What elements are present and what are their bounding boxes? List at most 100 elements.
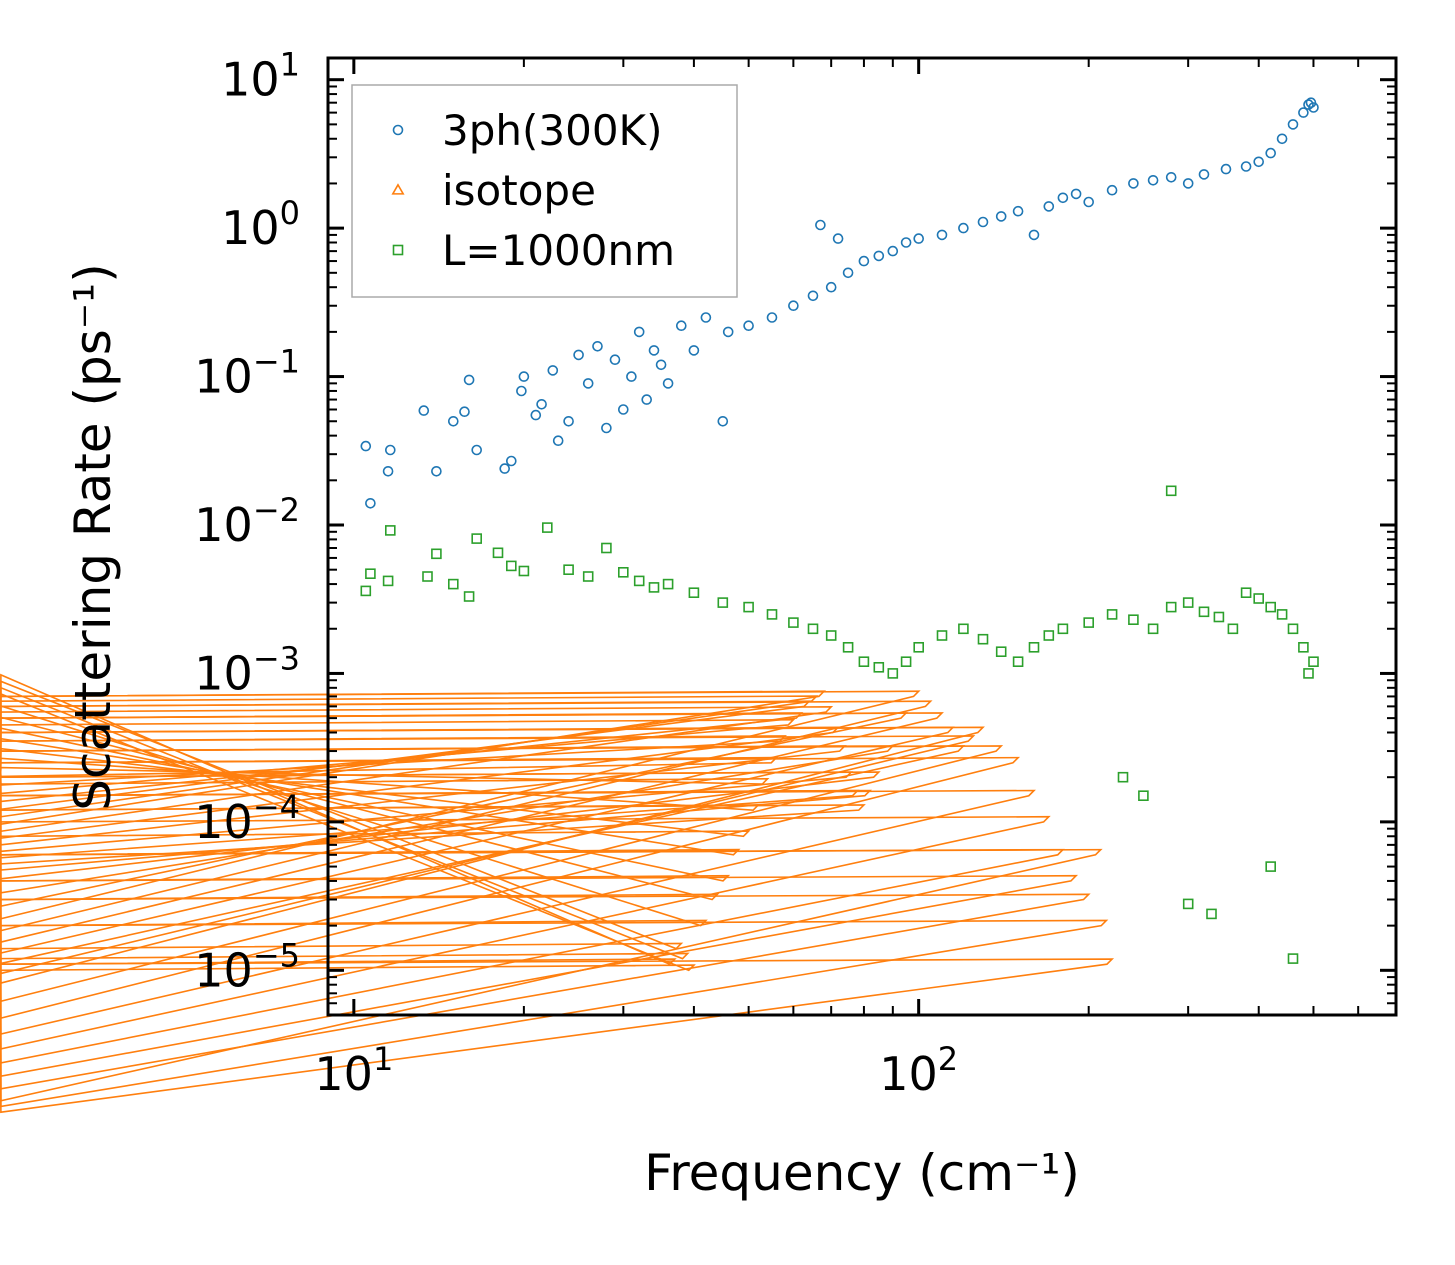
point-l1000nm (1057, 623, 1069, 635)
axis-tick-labels: 101 102 101 100 10−1 10−2 10−3 10−4 10−5 (194, 46, 958, 1101)
legend-marker (391, 183, 405, 195)
point-3ph (530, 409, 542, 421)
point-l1000nm (648, 582, 660, 593)
point-l1000nm (447, 578, 459, 590)
point-isotope (0, 680, 684, 950)
y-tick-label: 10−1 (194, 343, 300, 404)
point-3ph (958, 222, 969, 234)
y-tick-label: 10−4 (194, 788, 300, 849)
point-l1000nm (1206, 908, 1217, 920)
point-3ph (499, 463, 511, 474)
point-3ph (626, 371, 637, 382)
y-tick-label: 101 (221, 46, 300, 107)
point-l1000nm (1165, 485, 1177, 497)
point-l1000nm (977, 633, 989, 645)
point-l1000nm (505, 560, 517, 572)
point-l1000nm (743, 601, 754, 613)
point-3ph (700, 312, 712, 323)
point-3ph (1220, 163, 1232, 175)
point-3ph (365, 497, 376, 509)
point-l1000nm (900, 656, 912, 668)
point-l1000nm (1198, 606, 1210, 618)
point-l1000nm (1043, 630, 1055, 641)
point-l1000nm (858, 656, 870, 668)
point-l1000nm (1227, 623, 1239, 635)
point-3ph (900, 237, 912, 248)
point-l1000nm (1012, 656, 1024, 668)
legend-label: 3ph(300K) (442, 106, 662, 155)
point-l1000nm (518, 565, 530, 577)
point-l1000nm (913, 641, 925, 653)
legend: 3ph(300K) isotope L=1000nm (351, 84, 738, 298)
y-tick-label: 10−3 (194, 639, 300, 700)
point-l1000nm (1147, 623, 1159, 635)
point-isotope (0, 848, 1065, 1064)
point-3ph (648, 345, 660, 356)
point-l1000nm (1083, 617, 1094, 628)
point-3ph (1265, 147, 1276, 159)
point-3ph (977, 216, 989, 228)
point-l1000nm (717, 597, 729, 608)
point-l1000nm (384, 525, 396, 536)
point-3ph (518, 371, 530, 382)
point-l1000nm (1165, 601, 1177, 613)
point-3ph (592, 340, 603, 352)
y-tick-label: 10−5 (194, 936, 300, 997)
point-3ph (505, 455, 517, 467)
point-l1000nm (1117, 771, 1129, 783)
point-3ph (825, 281, 837, 293)
point-3ph (633, 326, 645, 338)
point-l1000nm (1276, 609, 1288, 620)
legend-marker (392, 244, 404, 256)
point-l1000nm (788, 617, 799, 628)
point-l1000nm (1106, 609, 1118, 620)
point-l1000nm (766, 609, 778, 620)
point-l1000nm (382, 575, 394, 587)
point-l1000nm (688, 587, 700, 599)
point-3ph (688, 345, 700, 356)
point-3ph (582, 378, 594, 389)
point-l1000nm (958, 623, 969, 635)
point-3ph (1298, 107, 1309, 118)
point-3ph (842, 267, 854, 279)
point-3ph (447, 415, 459, 427)
point-3ph (1012, 205, 1024, 217)
point-3ph (563, 415, 574, 427)
point-l1000nm (1298, 641, 1309, 653)
point-3ph (1128, 178, 1139, 189)
legend-entry-l1000nm: L=1000nm (392, 226, 675, 275)
point-l1000nm (807, 623, 819, 635)
point-l1000nm (936, 630, 948, 641)
point-l1000nm (842, 641, 854, 653)
point-3ph (743, 320, 754, 332)
y-tick-label: 100 (221, 194, 300, 255)
series-3ph-points (360, 97, 1319, 509)
point-l1000nm (1138, 790, 1149, 802)
point-3ph (382, 465, 394, 477)
point-l1000nm (887, 668, 899, 679)
point-3ph (1147, 175, 1159, 186)
point-3ph (1083, 196, 1094, 208)
point-l1000nm (471, 533, 483, 544)
point-l1000nm (1308, 656, 1319, 668)
point-l1000nm (1182, 898, 1194, 910)
point-l1000nm (1028, 641, 1040, 653)
point-3ph (995, 211, 1007, 222)
x-tick-label: 101 (314, 1040, 393, 1101)
legend-label: L=1000nm (442, 226, 675, 275)
point-isotope (0, 686, 690, 960)
point-3ph (815, 219, 826, 231)
point-l1000nm (633, 575, 645, 587)
x-tick-label: 102 (879, 1040, 958, 1101)
point-l1000nm (1265, 601, 1276, 613)
series-l1000nm-points (360, 485, 1319, 964)
point-3ph (1070, 188, 1082, 200)
point-l1000nm (541, 522, 553, 533)
point-l1000nm (422, 571, 433, 582)
point-l1000nm (1240, 587, 1252, 599)
point-3ph (516, 385, 527, 397)
point-3ph (887, 245, 899, 257)
plot-frame (326, 56, 1398, 1017)
point-3ph (717, 415, 729, 427)
